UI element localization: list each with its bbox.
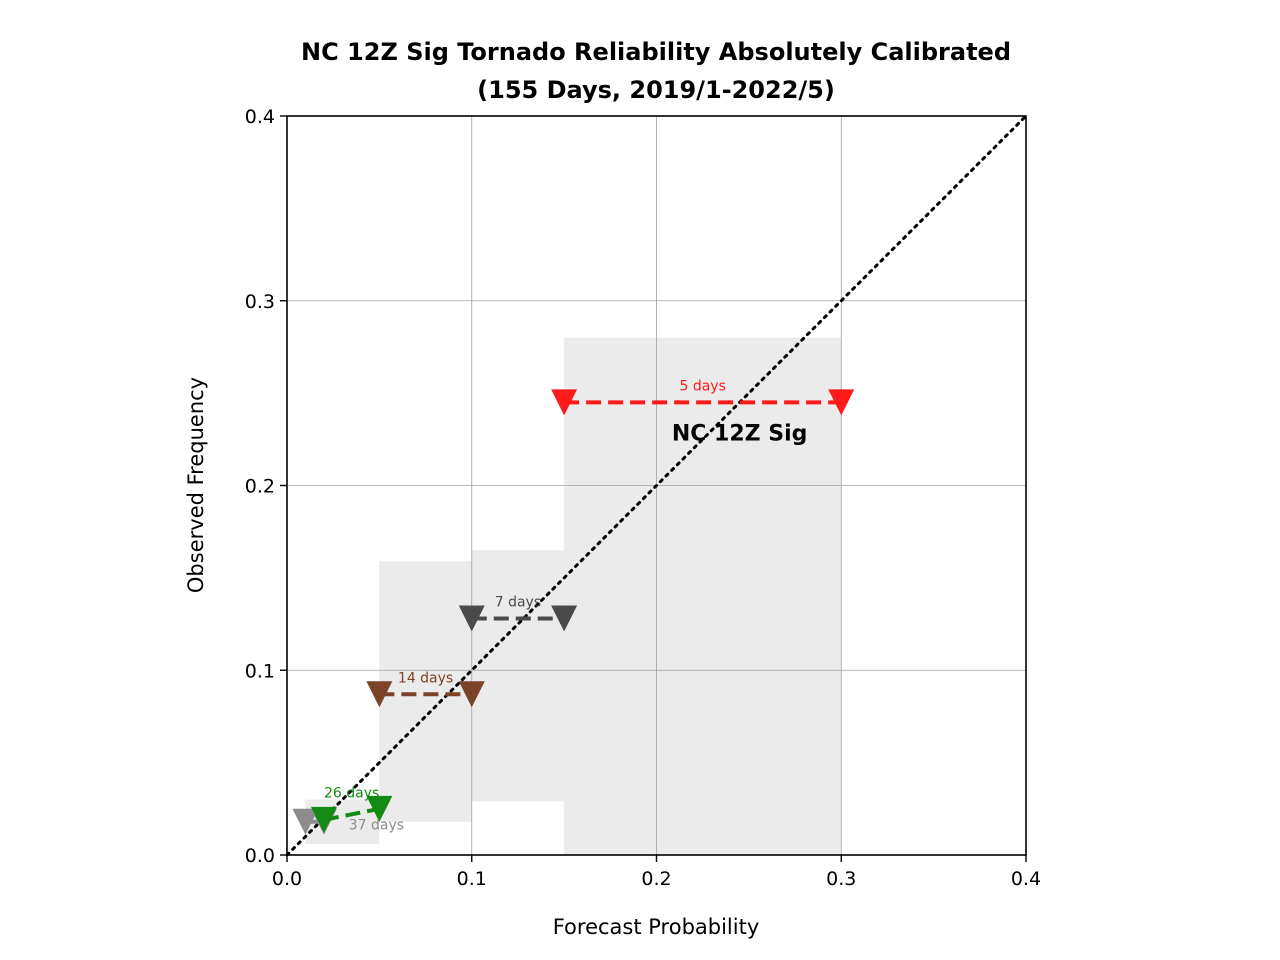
x-axis-label: Forecast Probability xyxy=(553,915,760,939)
series-day-label: 7 days xyxy=(495,595,541,611)
series-marker-start-2 xyxy=(366,681,393,708)
uncertainty-box-3 xyxy=(564,337,842,855)
series-marker-start-4 xyxy=(551,389,578,416)
series-line-1 xyxy=(323,806,380,822)
x-tick-label: 0.2 xyxy=(641,868,671,890)
series-group: 37 days 26 days 14 days 7 days 5 days xyxy=(292,378,855,835)
x-tick-label: 0.1 xyxy=(457,868,487,890)
x-tick-label: 0.4 xyxy=(1011,868,1041,890)
x-tick-label: 0.3 xyxy=(826,868,856,890)
y-tick-label: 0.3 xyxy=(245,291,275,313)
uncertainty-box-2 xyxy=(471,550,565,802)
uncertainty-box-1 xyxy=(379,561,472,822)
series-marker-start-0 xyxy=(292,808,319,835)
series-day-label: 26 days xyxy=(324,785,379,801)
uncertainty-boxes xyxy=(305,337,842,855)
y-tick-label: 0.2 xyxy=(245,476,275,498)
x-tick-label: 0.0 xyxy=(272,868,302,890)
chart-title-line1: NC 12Z Sig Tornado Reliability Absolutel… xyxy=(301,38,1011,66)
y-tick-label: 0.4 xyxy=(245,106,275,128)
series-marker-start-1 xyxy=(310,806,337,833)
chart-title-line2: (155 Days, 2019/1-2022/5) xyxy=(477,76,835,104)
series-marker-end-2 xyxy=(458,681,485,708)
series-marker-end-3 xyxy=(551,605,578,632)
series-day-label: 14 days xyxy=(398,670,453,686)
series-marker-end-1 xyxy=(366,795,393,822)
y-tick-label: 0.1 xyxy=(245,660,275,682)
y-axis-label: Observed Frequency xyxy=(184,377,208,593)
y-tick-label: 0.0 xyxy=(245,845,275,867)
perfect-reliability-line xyxy=(285,114,1028,857)
axis-ticks: 0.00.0 0.1 0.1 0.2 0.2 0.3 0.3 0.4 0.4 xyxy=(245,106,1041,890)
series-day-label: 5 days xyxy=(679,378,725,394)
model-label: NC 12Z Sig xyxy=(672,421,808,446)
series-marker-start-3 xyxy=(458,605,485,632)
series-marker-end-4 xyxy=(828,389,855,416)
series-day-label: 37 days xyxy=(349,818,404,834)
